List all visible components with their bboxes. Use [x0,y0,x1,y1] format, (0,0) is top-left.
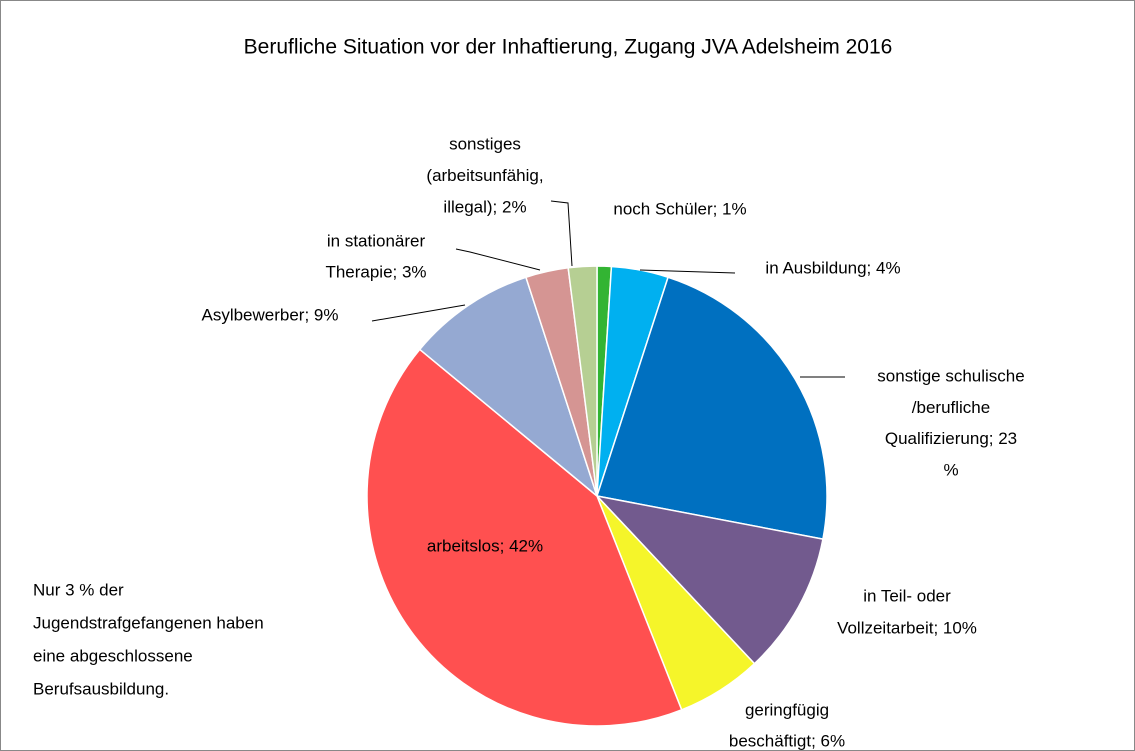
data-label: sonstiges [449,134,521,153]
data-label: noch Schüler; 1% [613,199,746,218]
data-label: in stationärer [327,231,426,250]
pie-slice [594,494,824,665]
data-label: Vollzeitarbeit; 10% [837,618,977,637]
data-label: illegal); 2% [443,197,526,216]
data-label: /berufliche [912,398,990,417]
data-label: beschäftigt; 6% [729,731,845,750]
pie-slice [596,276,828,540]
data-label: (arbeitsunfähig, [426,166,543,185]
data-label: Asylbewerber; 9% [201,305,338,324]
data-label: % [943,460,958,479]
data-label: arbeitslos; 42% [427,536,543,555]
pie-slice [366,348,683,727]
leader-line [550,200,573,267]
annotation: Berufsausbildung. [33,679,169,698]
leader-line [639,269,736,274]
data-label: sonstige schulische [877,366,1024,385]
leader-line [371,304,466,322]
leader-line [455,248,541,271]
pie-slice [567,265,598,497]
data-label: geringfügig [745,700,829,719]
annotation: Nur 3 % der [33,580,124,599]
pie-slice [418,276,599,499]
data-label: Therapie; 3% [325,262,426,281]
annotation: Jugendstrafgefangenen haben [33,613,264,632]
data-label: in Ausbildung; 4% [765,258,900,277]
data-label: Qualifizierung; 23 [885,429,1017,448]
data-label: in Teil- oder [863,586,951,605]
chart-title: Berufliche Situation vor der Inhaftierun… [244,36,893,59]
annotation: eine abgeschlossene [33,646,193,665]
